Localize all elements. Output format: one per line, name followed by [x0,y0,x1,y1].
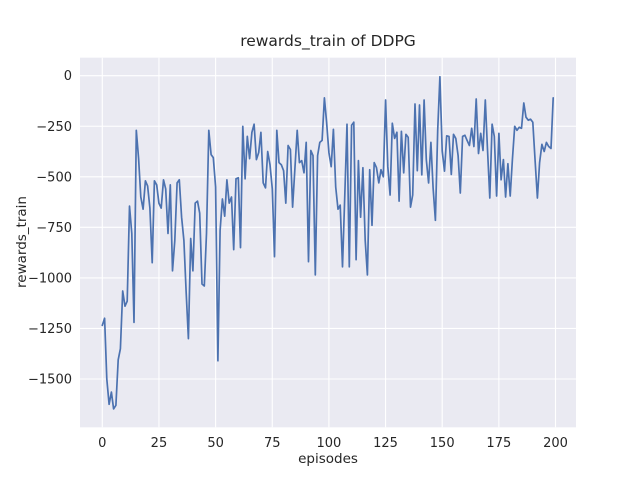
chart-title: rewards_train of DDPG [240,32,416,50]
y-tick-label: −1000 [28,271,72,286]
y-tick-label: −500 [36,170,72,185]
x-tick-label: 125 [373,436,398,451]
x-tick-label: 200 [543,436,568,451]
y-axis-label-text: rewards_train [14,196,30,288]
plot-area [80,57,576,428]
x-tick-label: 150 [430,436,455,451]
y-tick-label: 0 [64,69,72,84]
x-tick-label: 175 [486,436,511,451]
y-tick-label: −1250 [28,322,72,337]
x-tick-label: 0 [98,436,106,451]
x-tick-label: 100 [316,436,341,451]
x-tick-label: 75 [264,436,281,451]
y-tick-label: −1500 [28,373,72,388]
y-tick-label: −750 [36,221,72,236]
x-axis-label: episodes [298,451,358,467]
x-tick-label: 25 [151,436,168,451]
reward-line [101,75,555,410]
y-tick-label: −250 [36,120,72,135]
x-tick-label: 50 [207,436,224,451]
